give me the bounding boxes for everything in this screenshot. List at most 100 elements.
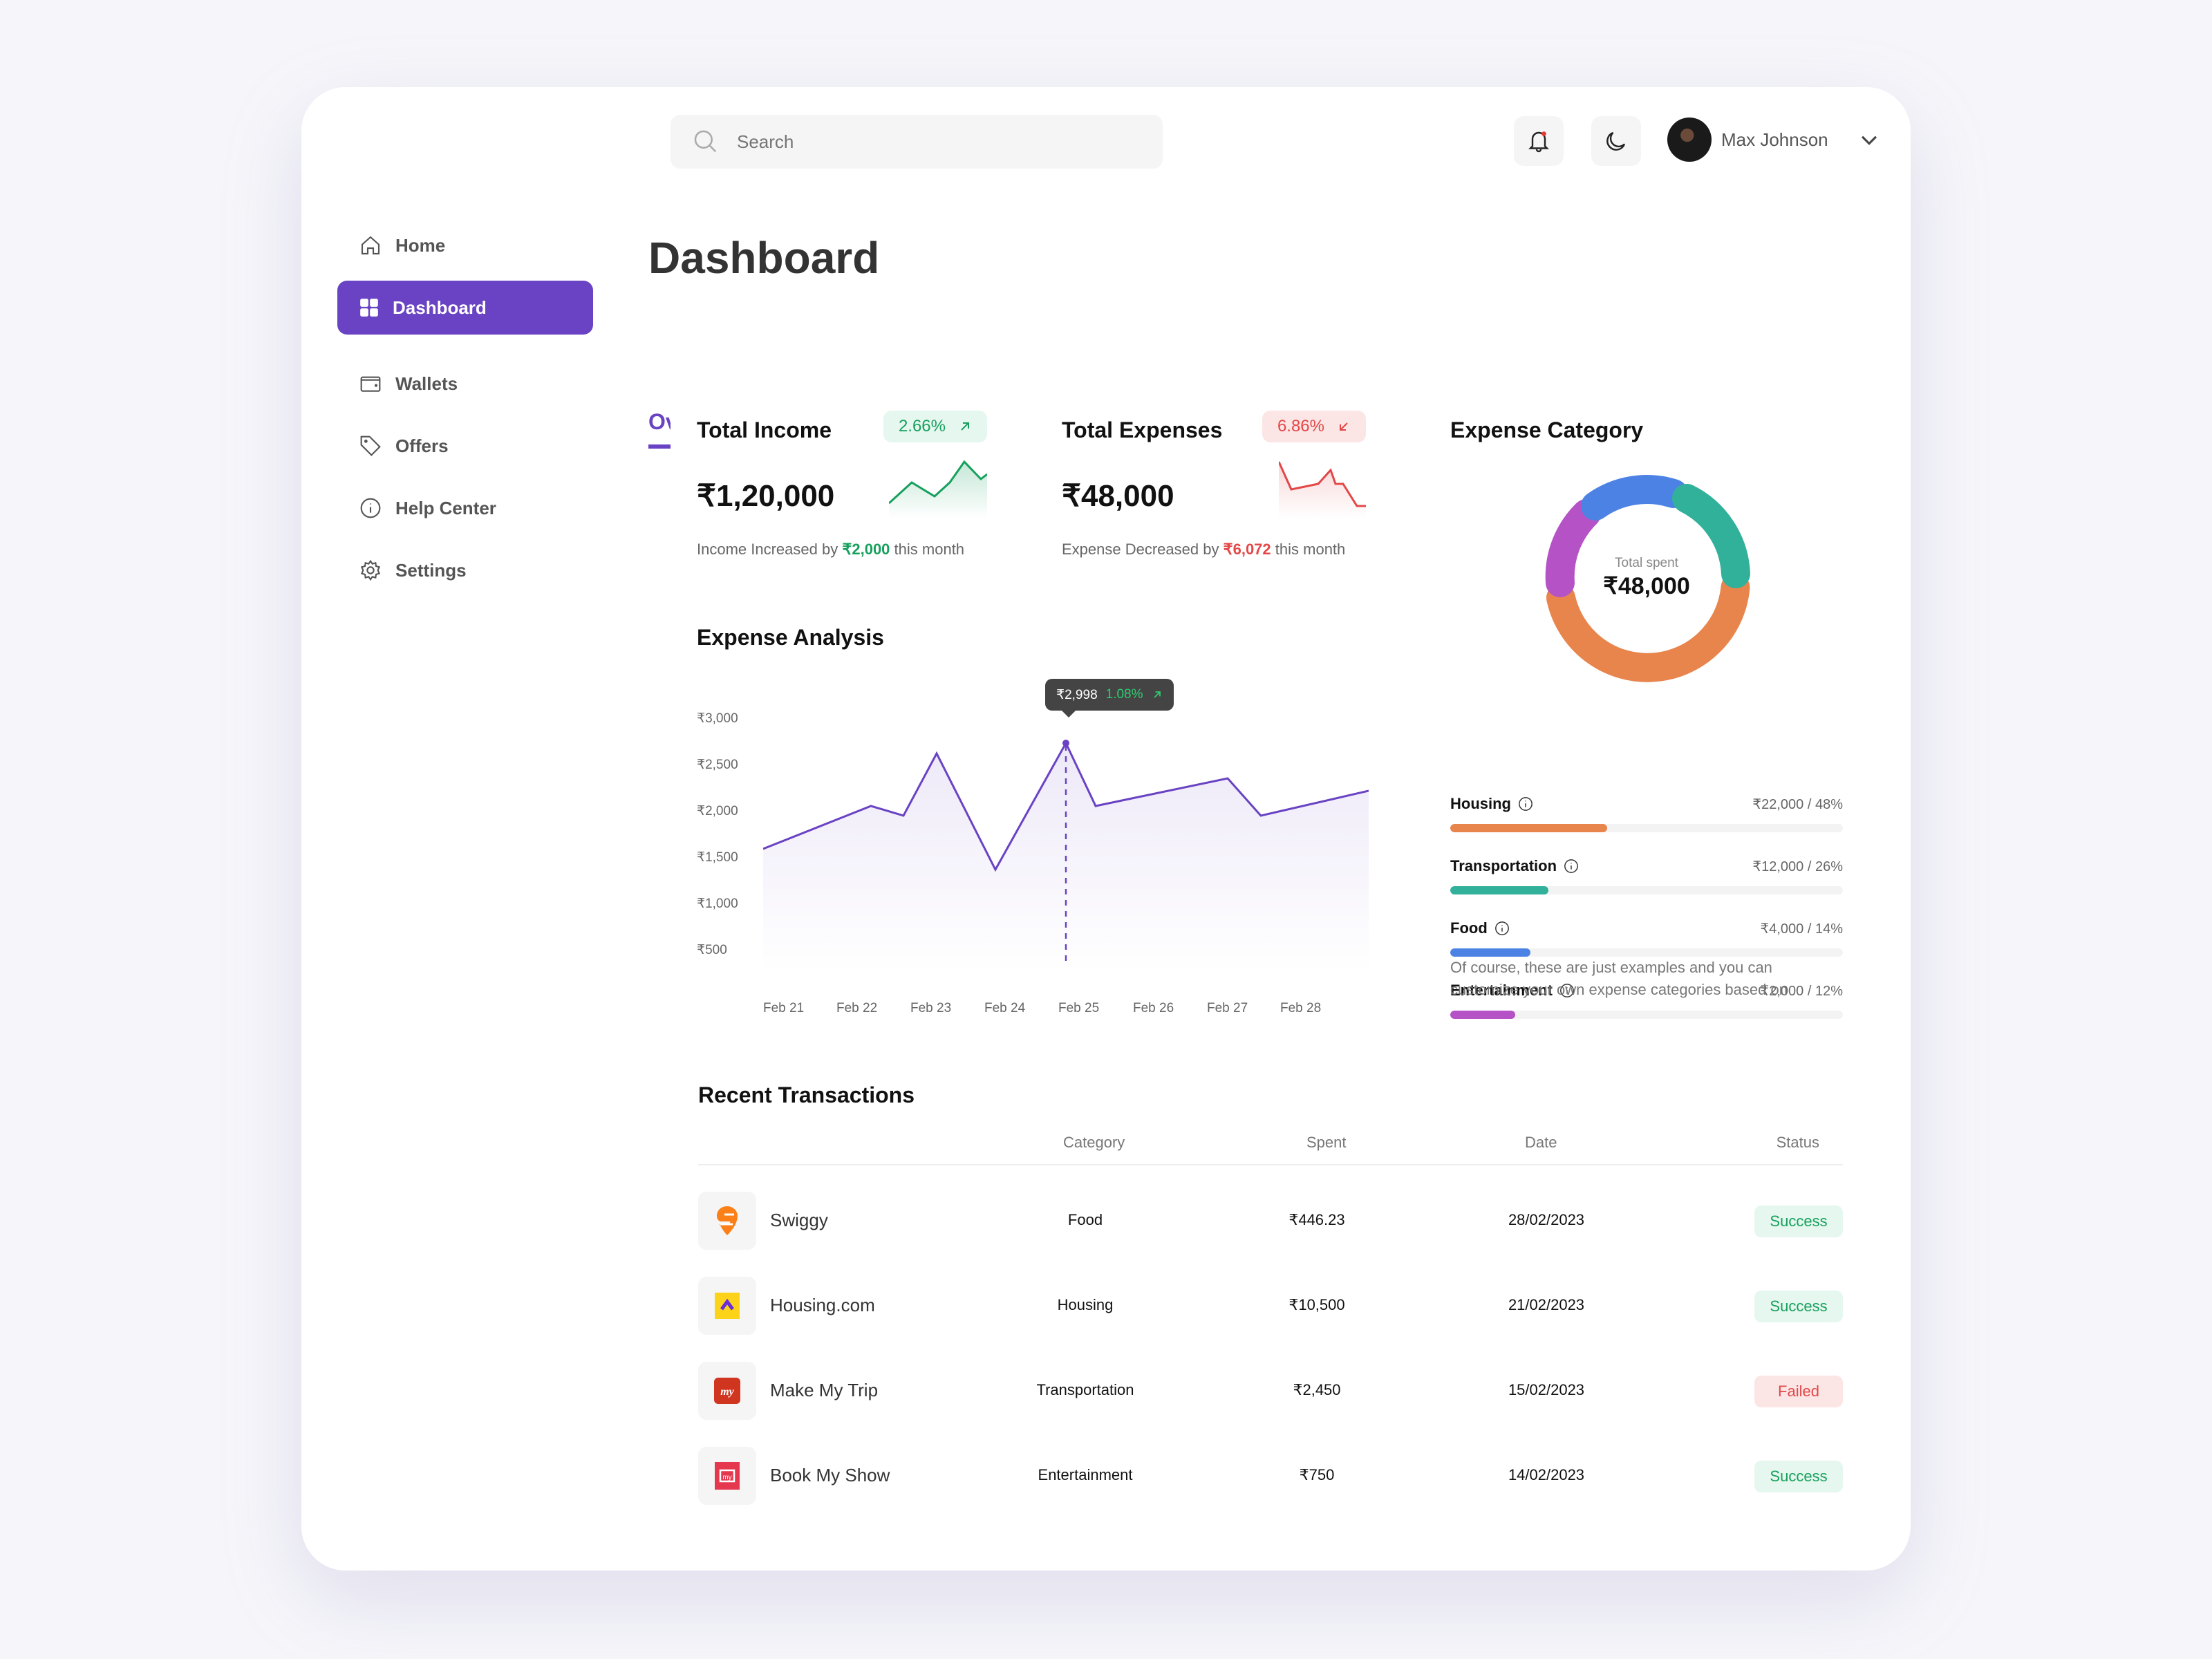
housing-logo-icon: [698, 1277, 756, 1335]
expense-change-badge: 6.86%: [1262, 411, 1366, 442]
info-icon[interactable]: [1559, 983, 1575, 998]
sidebar-item-home[interactable]: Home: [337, 218, 593, 272]
svg-text:my: my: [722, 1474, 731, 1481]
column-header-date[interactable]: Date: [1525, 1134, 1557, 1151]
bell-icon: [1528, 131, 1549, 153]
sidebar-item-label: Help Center: [395, 497, 496, 518]
merchant-name: Housing.com: [770, 1295, 875, 1315]
spent-cell: ₹10,500: [1288, 1296, 1345, 1313]
y-tick: ₹1,500: [697, 850, 738, 865]
tooltip-change: 1.08%: [1105, 687, 1143, 702]
y-tick: ₹2,000: [697, 804, 738, 818]
category-value: ₹4,000 / 14%: [1760, 921, 1843, 937]
date-cell: 15/02/2023: [1508, 1381, 1585, 1398]
category-progress: [1450, 824, 1843, 832]
table-row[interactable]: Swiggy Food ₹446.23 28/02/2023 Success: [698, 1192, 1843, 1250]
column-header-status[interactable]: Status: [1776, 1134, 1819, 1151]
avatar: [1667, 118, 1712, 162]
notifications-button[interactable]: [1514, 116, 1564, 166]
category-cell: Housing: [1057, 1296, 1114, 1313]
category-row-housing: Housing ₹22,000 / 48%: [1450, 795, 1843, 832]
date-cell: 14/02/2023: [1508, 1466, 1585, 1483]
y-tick: ₹1,000: [697, 897, 738, 911]
change-value: 2.66%: [898, 417, 946, 435]
category-progress: [1450, 948, 1843, 957]
top-bar: Max Johnson: [301, 87, 1911, 195]
spent-cell: ₹750: [1299, 1466, 1335, 1483]
table-row[interactable]: my Make My Trip Transportation ₹2,450 15…: [698, 1362, 1843, 1420]
sidebar-item-settings[interactable]: Settings: [337, 543, 593, 597]
status-badge: Success: [1754, 1461, 1843, 1492]
category-row-entertainment: Entertainment ₹2,000 / 12%: [1450, 982, 1843, 1019]
table-header: Category Spent Date Status: [698, 1134, 1843, 1165]
sidebar-item-dashboard[interactable]: Dashboard: [337, 281, 593, 335]
info-icon: [360, 498, 381, 518]
merchant-name: Swiggy: [770, 1210, 828, 1230]
expense-donut-chart: [1545, 475, 1750, 682]
tag-icon: [360, 435, 381, 456]
dark-mode-toggle[interactable]: [1591, 116, 1641, 166]
expense-sparkline: [1279, 461, 1366, 518]
card-title: Expense Analysis: [697, 625, 884, 650]
search-box[interactable]: [671, 115, 1163, 169]
change-value: 6.86%: [1277, 417, 1324, 435]
sidebar-item-label: Offers: [395, 435, 449, 456]
income-value: ₹1,20,000: [697, 479, 835, 513]
income-change-badge: 2.66%: [883, 411, 987, 442]
x-tick: Feb 23: [910, 1001, 952, 1015]
sidebar-item-help-center[interactable]: Help Center: [337, 481, 593, 535]
sidebar-item-label: Settings: [395, 559, 467, 581]
category-label: Entertainment: [1450, 982, 1553, 999]
card-title: Total Expenses: [1062, 418, 1223, 442]
search-input[interactable]: [737, 131, 1124, 153]
info-icon[interactable]: [1518, 796, 1533, 812]
x-tick: Feb 22: [836, 1001, 878, 1015]
gear-icon: [360, 559, 381, 581]
category-value: ₹12,000 / 26%: [1752, 859, 1843, 874]
category-cell: Transportation: [1036, 1381, 1134, 1398]
y-tick: ₹2,500: [697, 758, 738, 772]
card-title: Expense Category: [1450, 418, 1644, 442]
donut-center-label: Total spent: [1615, 556, 1678, 570]
expense-line-chart: [763, 740, 1369, 973]
sidebar-item-label: Wallets: [395, 373, 458, 394]
table-row[interactable]: my Book My Show Entertainment ₹750 14/02…: [698, 1447, 1843, 1505]
expense-category-card: Expense Category Total spent ₹48,000 Hou…: [1423, 394, 1871, 1037]
moon-icon: [1606, 131, 1626, 151]
info-icon[interactable]: [1564, 859, 1579, 874]
category-cell: Food: [1067, 1211, 1103, 1228]
total-income-card: Total Income 2.66% ₹1,20,000 Income Incr…: [671, 394, 1013, 581]
donut-center-value: ₹48,000: [1603, 573, 1690, 599]
x-tick: Feb 21: [763, 1001, 805, 1015]
expense-analysis-card: Expense Analysis ₹3,000 ₹2,500 ₹2,000 ₹1…: [671, 607, 1392, 1037]
column-header-spent[interactable]: Spent: [1306, 1134, 1347, 1151]
y-tick: ₹3,000: [697, 711, 738, 726]
sidebar-item-offers[interactable]: Offers: [337, 419, 593, 473]
spent-cell: ₹446.23: [1288, 1211, 1345, 1228]
sidebar: Creditly Home Dashboard Wallets Offers H…: [301, 87, 626, 1571]
user-menu[interactable]: Max Johnson: [1667, 118, 1881, 162]
tooltip-value: ₹2,998: [1056, 687, 1098, 702]
income-note: Income Increased by ₹2,000 this month: [697, 541, 965, 558]
date-cell: 21/02/2023: [1508, 1296, 1585, 1313]
info-icon[interactable]: [1494, 921, 1510, 936]
date-cell: 28/02/2023: [1508, 1211, 1585, 1228]
arrow-up-right-icon: [961, 422, 969, 431]
arrow-down-left-icon: [1340, 422, 1348, 431]
expense-note: Expense Decreased by ₹6,072 this month: [1062, 541, 1346, 558]
table-row[interactable]: Housing.com Housing ₹10,500 21/02/2023 S…: [698, 1277, 1843, 1335]
chart-tooltip: ₹2,998 1.08%: [1045, 679, 1174, 718]
status-badge: Success: [1754, 1291, 1843, 1322]
income-sparkline: [889, 460, 987, 518]
category-row-food: Food ₹4,000 / 14%: [1450, 919, 1843, 957]
column-header-category[interactable]: Category: [1063, 1134, 1125, 1151]
x-tick: Feb 27: [1207, 1001, 1248, 1015]
category-value: ₹2,000 / 12%: [1760, 983, 1843, 999]
bookmyshow-logo-icon: my: [698, 1447, 756, 1505]
sidebar-item-wallets[interactable]: Wallets: [337, 357, 593, 411]
wallet-icon: [360, 376, 381, 392]
merchant-name: Make My Trip: [770, 1380, 879, 1400]
category-value: ₹22,000 / 48%: [1752, 796, 1843, 812]
card-title: Total Income: [697, 418, 832, 442]
spent-cell: ₹2,450: [1293, 1381, 1341, 1398]
